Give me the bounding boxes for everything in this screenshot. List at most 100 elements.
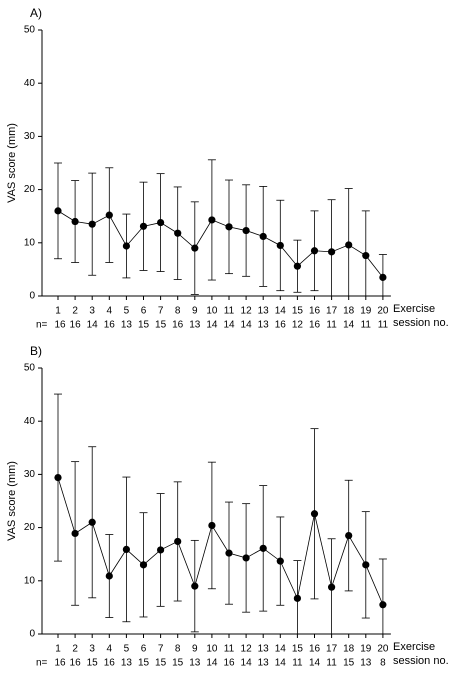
n-label: 13: [121, 658, 133, 669]
y-tick-label: 10: [24, 575, 36, 586]
y-tick-label: 40: [24, 78, 36, 89]
data-point: [242, 226, 250, 235]
n-label: 15: [138, 320, 150, 331]
data-point: [276, 557, 284, 565]
data-point: [242, 554, 250, 562]
n-prefix: n=: [36, 658, 48, 669]
x-tick-label: 15: [292, 306, 304, 317]
n-label: 13: [360, 658, 372, 669]
n-label: 14: [223, 320, 235, 331]
n-label: 13: [189, 320, 201, 331]
n-label: 16: [172, 320, 184, 331]
data-point: [174, 537, 182, 546]
y-tick-label: 50: [24, 363, 36, 374]
y-tick-label: 20: [24, 184, 36, 195]
n-label: 11: [326, 320, 337, 331]
n-label: 14: [206, 320, 218, 331]
n-label: 14: [309, 658, 321, 669]
n-label: 15: [172, 658, 184, 669]
x-tick-label: 11: [224, 306, 235, 317]
x-tick-label: 5: [124, 306, 130, 317]
panel-label: A): [30, 6, 42, 20]
y-tick-label: 0: [29, 291, 35, 302]
x-tick-label: 2: [72, 644, 78, 655]
x-tick-label: 20: [377, 644, 389, 655]
y-tick-label: 30: [24, 131, 36, 142]
data-point: [362, 561, 370, 569]
n-label: 15: [138, 658, 150, 669]
data-point: [191, 244, 199, 252]
x-axis-label: session no.: [393, 655, 449, 667]
n-label: 16: [70, 320, 82, 331]
x-tick-label: 12: [241, 306, 253, 317]
x-tick-label: 1: [55, 644, 61, 655]
n-label: 15: [155, 658, 167, 669]
x-axis-label: Exercise: [393, 641, 435, 653]
x-tick-label: 12: [241, 644, 253, 655]
data-point: [54, 207, 62, 215]
data-point: [174, 229, 182, 237]
n-label: 16: [223, 658, 235, 669]
n-label: 8: [380, 658, 386, 669]
n-label: 11: [361, 320, 372, 331]
data-point: [139, 561, 148, 569]
x-tick-label: 13: [258, 644, 270, 655]
data-point: [71, 217, 79, 226]
n-label: 13: [121, 320, 133, 331]
x-tick-label: 17: [326, 306, 338, 317]
data-point: [191, 582, 199, 590]
x-tick-label: 6: [141, 306, 147, 317]
data-point: [105, 572, 113, 580]
x-tick-label: 7: [158, 306, 164, 317]
data-point: [139, 222, 148, 230]
n-label: 15: [343, 658, 355, 669]
n-label: 16: [275, 320, 287, 331]
data-point: [379, 273, 387, 281]
y-tick-label: 30: [24, 469, 36, 480]
data-point: [88, 518, 96, 526]
data-point: [259, 544, 267, 552]
data-point: [105, 211, 113, 219]
data-point: [88, 220, 96, 228]
y-tick-label: 20: [24, 522, 36, 533]
x-tick-label: 8: [175, 644, 181, 655]
x-tick-label: 2: [72, 306, 78, 317]
data-point: [379, 601, 387, 609]
n-label: 14: [206, 658, 218, 669]
x-tick-label: 8: [175, 306, 181, 317]
n-label: 14: [87, 320, 99, 331]
x-axis-label: session no.: [393, 317, 449, 329]
y-axis-label: VAS score (mm): [6, 461, 18, 541]
x-tick-label: 11: [224, 644, 235, 655]
data-point: [54, 473, 62, 482]
x-tick-label: 4: [107, 306, 113, 317]
x-tick-label: 3: [89, 644, 95, 655]
x-tick-label: 7: [158, 644, 164, 655]
y-tick-label: 0: [29, 629, 35, 640]
data-point: [362, 251, 370, 260]
x-axis-label: Exercise: [393, 303, 435, 315]
data-point: [225, 223, 233, 231]
x-tick-label: 6: [141, 644, 147, 655]
data-point: [328, 248, 336, 256]
n-label: 15: [155, 320, 167, 331]
n-label: 16: [104, 320, 116, 331]
y-tick-label: 10: [24, 237, 36, 248]
data-point: [157, 546, 165, 554]
n-label: 12: [292, 320, 304, 331]
y-tick-label: 50: [24, 25, 36, 36]
n-label: 13: [258, 320, 270, 331]
n-label: 16: [54, 320, 66, 331]
y-axis-label: VAS score (mm): [6, 123, 18, 203]
data-point: [293, 262, 301, 270]
data-line: [57, 477, 384, 605]
x-tick-label: 5: [124, 644, 130, 655]
data-point: [276, 241, 284, 250]
x-tick-label: 3: [89, 306, 95, 317]
x-tick-label: 17: [326, 644, 338, 655]
data-point: [345, 241, 353, 249]
n-prefix: n=: [36, 320, 48, 331]
y-tick-label: 40: [24, 416, 36, 427]
n-label: 16: [70, 658, 82, 669]
data-point: [122, 242, 130, 250]
